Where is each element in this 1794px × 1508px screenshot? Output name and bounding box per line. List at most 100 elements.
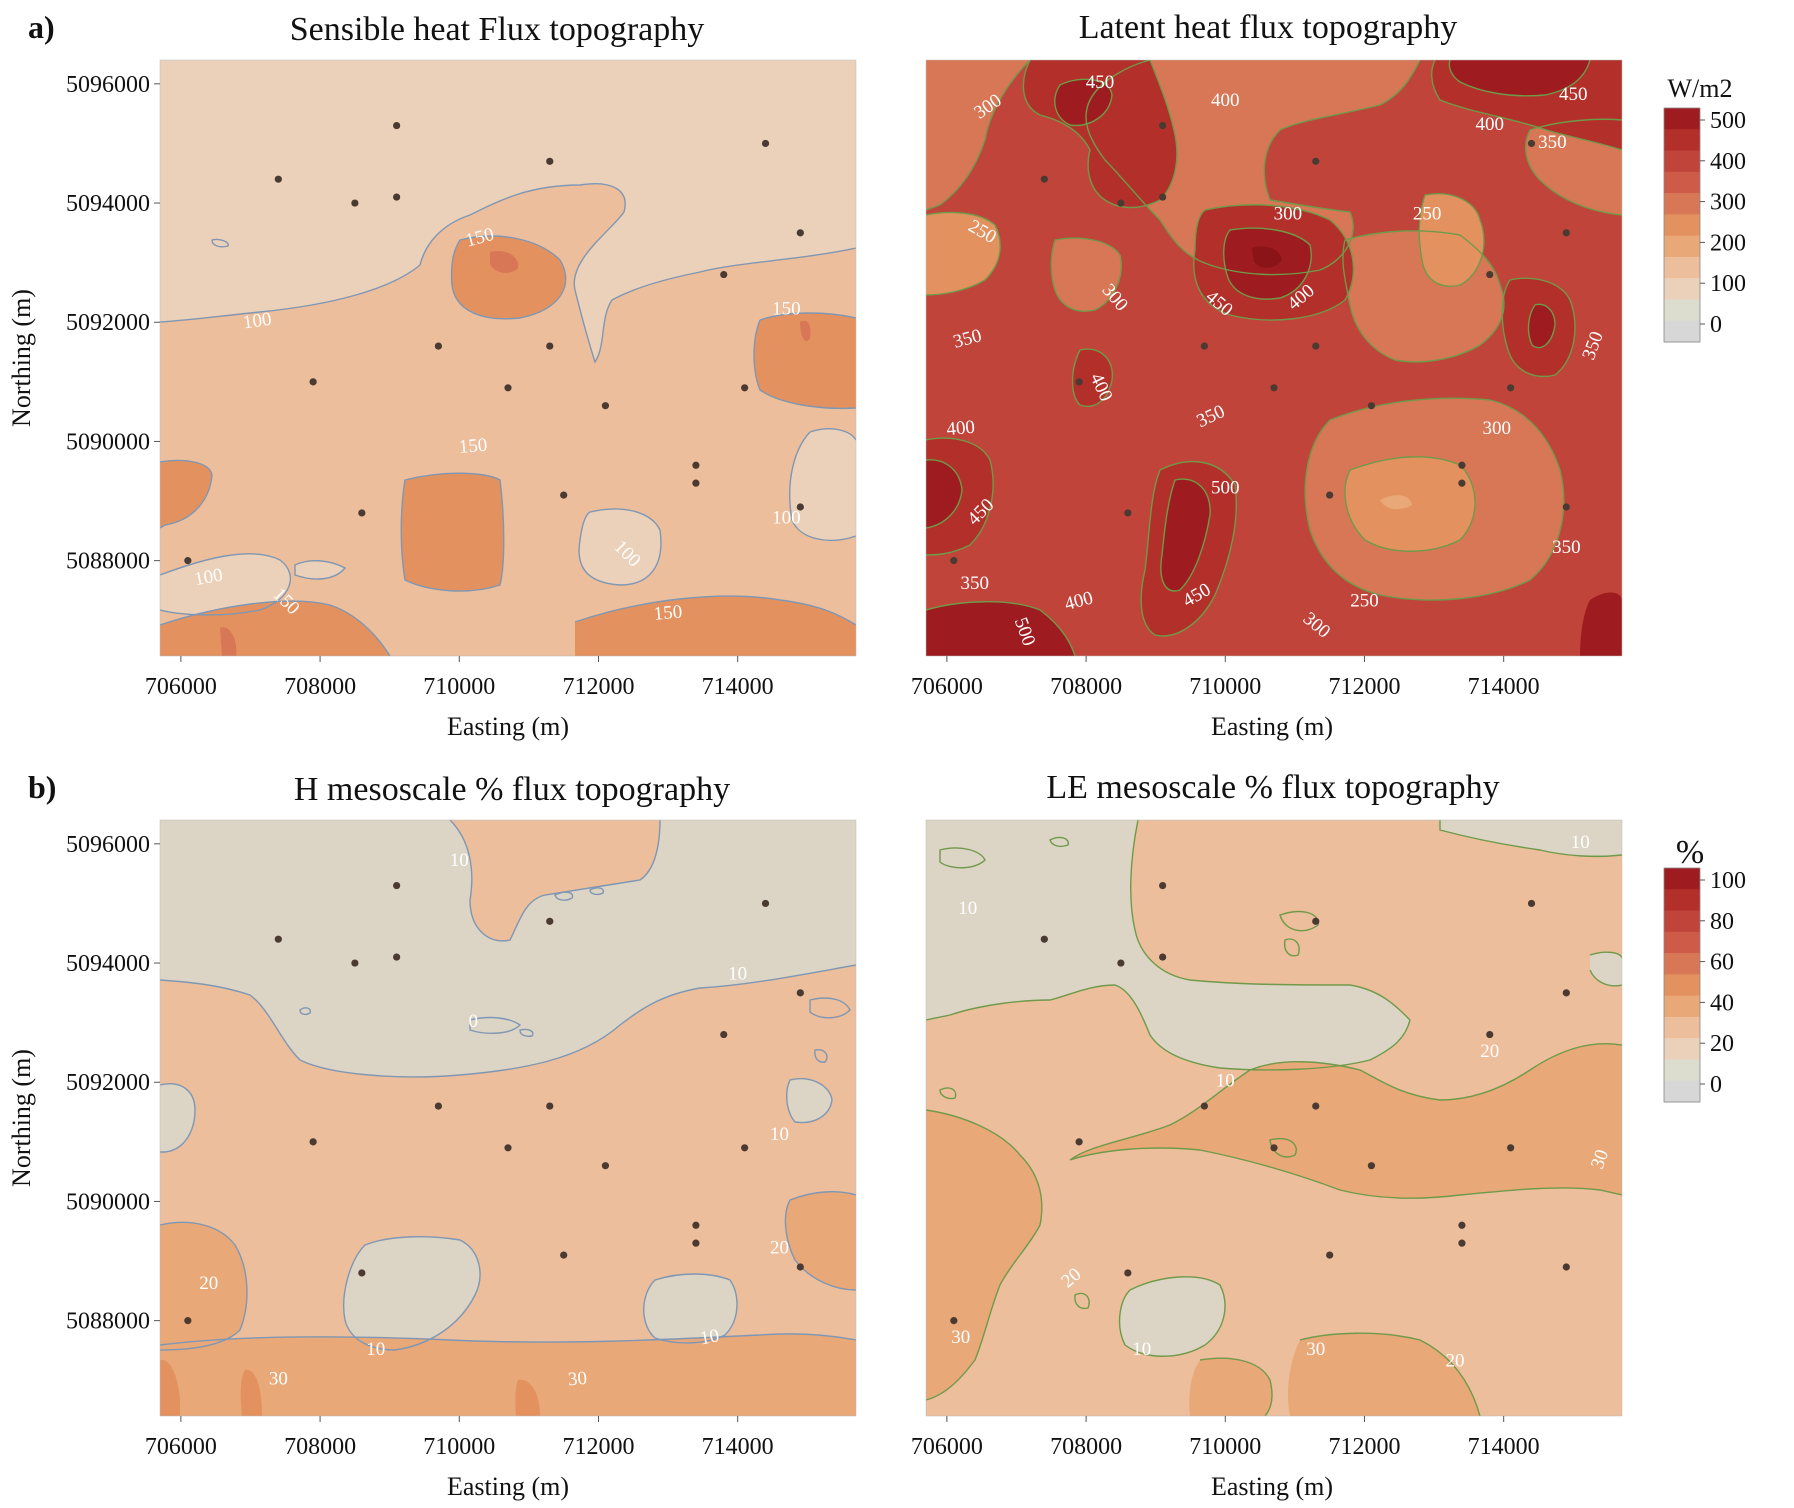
colorbar-swatch [1664,256,1700,279]
colorbar-tick-label: 0 [1710,312,1722,338]
colorbar-swatch [1664,974,1700,997]
station-marker [351,199,359,207]
contour-label: 10 [450,850,469,871]
contour-labels: 10 10 0 10 20 20 10 10 30 30 [199,850,789,1390]
station-marker [1527,139,1536,148]
station-marker [1117,959,1125,967]
y-axis: 5088000 5090000 5092000 5094000 5096000 [66,832,160,1335]
y-tick-label: 5088000 [66,1309,150,1335]
contour-label: 20 [1480,1041,1499,1062]
contour-label: 100 [242,309,273,334]
station-marker [1527,899,1536,908]
station-marker [796,1263,804,1271]
contour-label: 30 [567,1368,588,1391]
station-markers [950,881,1570,1325]
chart-le-mesoscale: LE mesoscale % flux topography [911,769,1623,1501]
station-marker [184,557,192,565]
contour-label: 10 [770,1124,789,1145]
contour-lines [160,183,856,656]
station-marker [692,461,700,469]
contour-label: 10 [1132,1339,1151,1360]
contour-label: 150 [772,299,801,320]
x-tick-label: 712000 [562,1434,634,1460]
x-tick-label: 708000 [1050,1434,1122,1460]
station-marker [1326,491,1334,499]
contour-label: 20 [770,1237,789,1258]
contour-label: 150 [458,435,488,458]
colorbar-tick-label: 100 [1710,271,1746,297]
contour-label: 30 [951,1327,970,1348]
colorbar-flux: W/m2 500 400 300 200 100 0 [1663,74,1746,343]
contour-label: 150 [653,601,683,624]
station-marker [1367,1162,1376,1170]
station-markers [950,121,1570,565]
x-tick-label: 714000 [1468,674,1540,700]
station-markers [184,121,804,565]
colorbar-swatch [1664,1059,1700,1082]
colorbar-tick-label: 0 [1710,1072,1722,1098]
station-marker [761,139,770,148]
station-marker [1507,1144,1515,1152]
station-marker [950,1317,958,1325]
station-marker [1458,1221,1466,1229]
x-axis-label: Easting (m) [1211,1472,1333,1501]
station-marker [1040,175,1048,183]
colorbar-swatch [1664,931,1700,954]
station-marker [1124,509,1132,517]
y-tick-label: 5094000 [66,191,150,217]
station-marker [1159,953,1167,961]
chart-title: H mesoscale % flux topography [294,771,730,808]
contour-label: 10 [698,1325,720,1349]
station-marker [1159,881,1167,890]
x-tick-label: 714000 [1468,1434,1540,1460]
station-marker [692,1239,700,1247]
contour-label: 400 [946,417,976,440]
station-marker [1312,1102,1320,1110]
y-tick-label: 5092000 [66,1070,150,1096]
station-marker [692,1221,700,1229]
station-marker [309,1138,317,1146]
y-axis: 5088000 5090000 5092000 5094000 5096000 [66,72,160,575]
station-marker [1124,1269,1132,1277]
x-tick-label: 710000 [1189,1434,1261,1460]
contour-lines [926,820,1622,1416]
contour-fill [926,820,1622,1416]
y-tick-label: 5096000 [66,832,150,858]
station-marker [1367,402,1376,410]
contour-fill [926,60,1622,656]
y-tick-label: 5094000 [66,951,150,977]
station-marker [1312,157,1320,165]
station-marker [560,1251,568,1259]
station-marker [1562,989,1570,997]
colorbar-swatch [1664,995,1700,1018]
station-marker [1159,121,1167,130]
x-axis: 706000 708000 710000 712000 714000 [911,656,1540,700]
x-axis-label: Easting (m) [447,712,569,741]
x-tick-label: 710000 [423,1434,495,1460]
y-tick-label: 5096000 [66,72,150,98]
contour-label: 350 [1538,132,1567,153]
x-tick-label: 708000 [284,674,356,700]
colorbar-unit: W/m2 [1668,74,1733,103]
contour-label: 500 [1211,477,1240,498]
x-axis-label: Easting (m) [447,1472,569,1501]
station-marker [358,509,366,517]
station-marker [1312,917,1320,925]
station-marker [1117,199,1125,207]
chart-title: LE mesoscale % flux topography [1046,769,1499,806]
station-marker [309,378,317,386]
panel-label-b: b) [28,769,56,805]
station-marker [1312,342,1320,350]
colorbar-swatch [1664,193,1700,215]
colorbar-swatch [1664,1016,1700,1039]
contour-lines [160,820,856,1351]
contour-fill [160,820,856,1416]
contour-label: 100 [193,565,225,591]
colorbar-swatch [1664,868,1700,890]
station-marker [504,1144,512,1152]
contour-label: 30 [1306,1339,1325,1360]
x-axis: 706000 708000 710000 712000 714000 [145,1416,774,1460]
colorbar-tick-label: 40 [1710,990,1734,1016]
station-marker [950,557,958,565]
